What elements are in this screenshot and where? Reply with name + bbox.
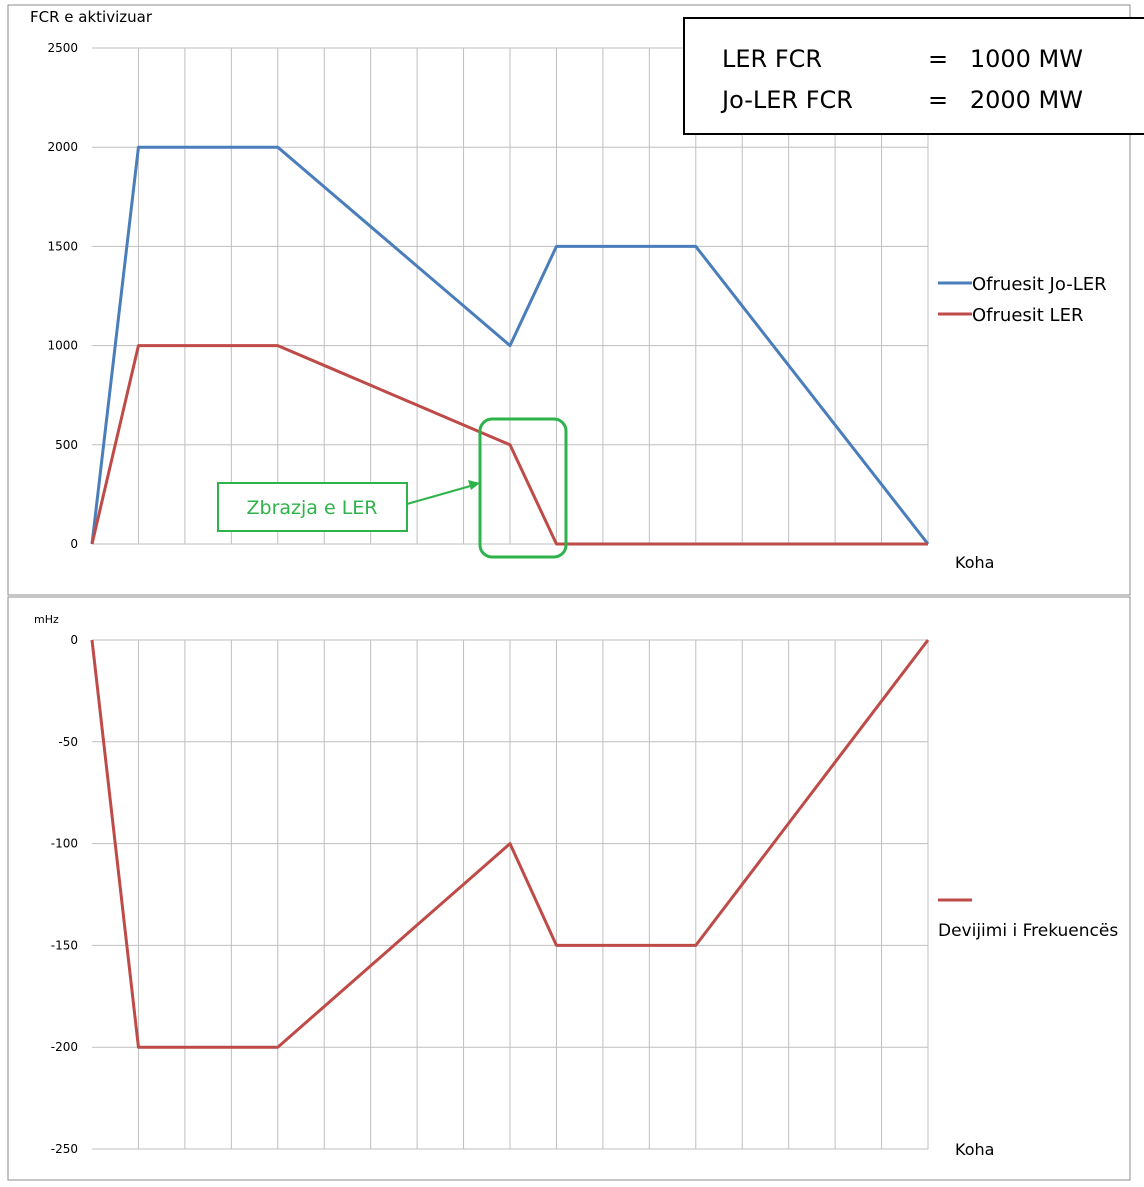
info-text: 2000 MW: [970, 86, 1083, 114]
y-tick-label: 1000: [47, 339, 78, 353]
y-axis-label: FCR e aktivizuar: [30, 8, 153, 26]
y-tick-label: -250: [51, 1142, 78, 1156]
bottom-panel: [7, 596, 1131, 1181]
x-axis-label: Koha: [955, 553, 994, 572]
highlight-box: [478, 417, 568, 559]
info-box: [683, 17, 1144, 135]
y-tick-label: -100: [51, 837, 78, 851]
annotation-arrow: [406, 484, 475, 505]
info-text: =: [928, 86, 948, 114]
legend-label: Ofruesit Jo-LER: [972, 274, 1107, 295]
info-text: 1000 MW: [970, 45, 1083, 73]
y-tick-label: -150: [51, 938, 78, 952]
y-tick-label: 0: [70, 633, 78, 647]
y-tick-label: 2500: [47, 41, 78, 55]
y-tick-label: -200: [51, 1040, 78, 1054]
y-axis-label: mHz: [34, 613, 59, 626]
info-text: =: [928, 45, 948, 73]
y-tick-label: -50: [58, 735, 78, 749]
annotation-arrowhead: [468, 480, 480, 490]
y-tick-label: 2000: [47, 140, 78, 154]
info-text: Jo-LER FCR: [720, 86, 853, 114]
annotation-box: [217, 482, 408, 532]
line-series: [90, 145, 930, 545]
y-tick-label: 1500: [47, 239, 78, 253]
info-text: LER FCR: [722, 45, 822, 73]
x-axis-label: Koha: [955, 1140, 994, 1159]
y-tick-label: 500: [55, 438, 78, 452]
line-series: [90, 344, 928, 546]
legend-label: Devijimi i Frekuencës: [938, 921, 1118, 941]
legend-label: Ofruesit LER: [972, 305, 1083, 326]
y-tick-label: 0: [70, 537, 78, 551]
annotation-text: Zbrazja e LER: [247, 497, 378, 519]
line-series: [90, 639, 930, 1049]
